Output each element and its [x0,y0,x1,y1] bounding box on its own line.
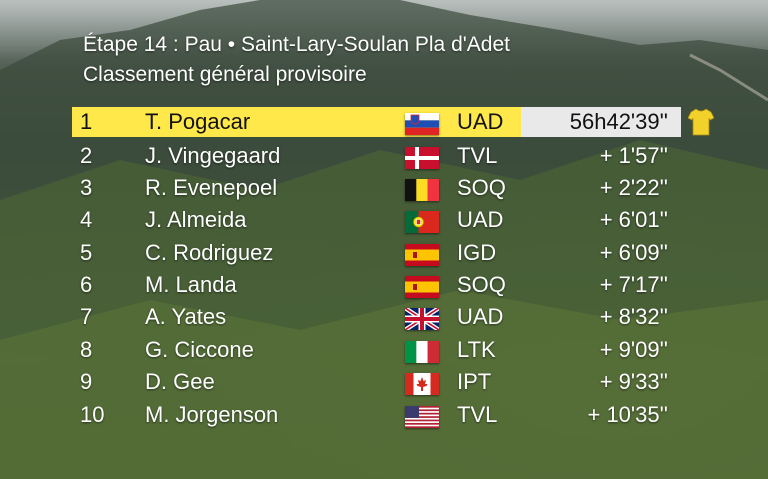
rider-name: M. Jorgenson [145,402,279,427]
time-gap: + 2'22'' [599,175,668,200]
portugal-flag-icon [405,211,439,233]
rider-name: J. Almeida [145,207,247,232]
team-code: SOQ [457,175,506,200]
rank: 5 [80,240,93,265]
classification-title: Classement général provisoire [83,63,367,86]
leader-time: 56h42'39'' [569,109,668,134]
rank: 9 [80,369,93,394]
standing-row: 5 C. Rodriguez IGD + 6'09'' [72,238,682,268]
team-code: TVL [457,143,498,168]
rank: 10 [80,402,105,427]
standing-row: 7 A. Yates UAD + 8'32'' [72,302,682,332]
usa-flag-icon [405,406,439,428]
italy-flag-icon [405,341,439,363]
rank: 1 [80,109,93,134]
time-gap: + 1'57'' [599,143,668,168]
denmark-flag-icon [405,147,439,169]
rider-name: T. Pogacar [145,109,251,134]
time-gap: + 6'01'' [599,207,668,232]
rank: 4 [80,207,93,232]
rider-name: D. Gee [145,369,215,394]
time-gap: + 8'32'' [599,304,668,329]
rank: 3 [80,175,93,200]
rank: 7 [80,304,93,329]
time-gap: + 6'09'' [599,240,668,265]
spain-flag-icon [405,244,439,266]
rider-name: R. Evenepoel [145,175,278,200]
team-code: IPT [457,369,492,394]
standing-row: 4 J. Almeida UAD + 6'01'' [72,205,682,235]
rider-name: A. Yates [145,304,227,329]
team-code: UAD [457,304,504,329]
leader-time-box: 56h42'39'' [521,107,681,137]
team-code: TVL [457,402,498,427]
standing-row-leader: 1 T. Pogacar UAD [72,107,521,137]
yellow-jersey-icon [688,108,714,136]
rank: 2 [80,143,93,168]
standing-row: 6 M. Landa SOQ + 7'17'' [72,270,682,300]
standing-row: 2 J. Vingegaard TVL + 1'57'' [72,141,682,171]
canada-flag-icon [405,373,439,395]
team-code: LTK [457,337,496,362]
rider-name: J. Vingegaard [145,143,281,168]
team-code: UAD [457,109,504,134]
spain-flag-icon [405,276,439,298]
time-gap: + 10'35'' [587,402,668,427]
rider-name: C. Rodriguez [145,240,274,265]
time-gap: + 9'33'' [599,369,668,394]
rank: 6 [80,272,93,297]
slovenia-flag-icon [405,113,439,135]
rider-name: G. Ciccone [145,337,254,362]
team-code: SOQ [457,272,506,297]
rider-name: M. Landa [145,272,237,297]
stage-title: Étape 14 : Pau • Saint-Lary-Soulan Pla d… [83,33,510,56]
standing-row: 8 G. Ciccone LTK + 9'09'' [72,335,682,365]
rank: 8 [80,337,93,362]
belgium-flag-icon [405,179,439,201]
standing-row: 9 D. Gee IPT + 9'33'' [72,367,682,397]
team-code: IGD [457,240,497,265]
standing-row: 3 R. Evenepoel SOQ + 2'22'' [72,173,682,203]
time-gap: + 7'17'' [599,272,668,297]
team-code: UAD [457,207,504,232]
time-gap: + 9'09'' [599,337,668,362]
uk-flag-icon [405,308,439,330]
standing-row: 10 M. Jorgenson TVL + 10'35'' [72,400,682,430]
